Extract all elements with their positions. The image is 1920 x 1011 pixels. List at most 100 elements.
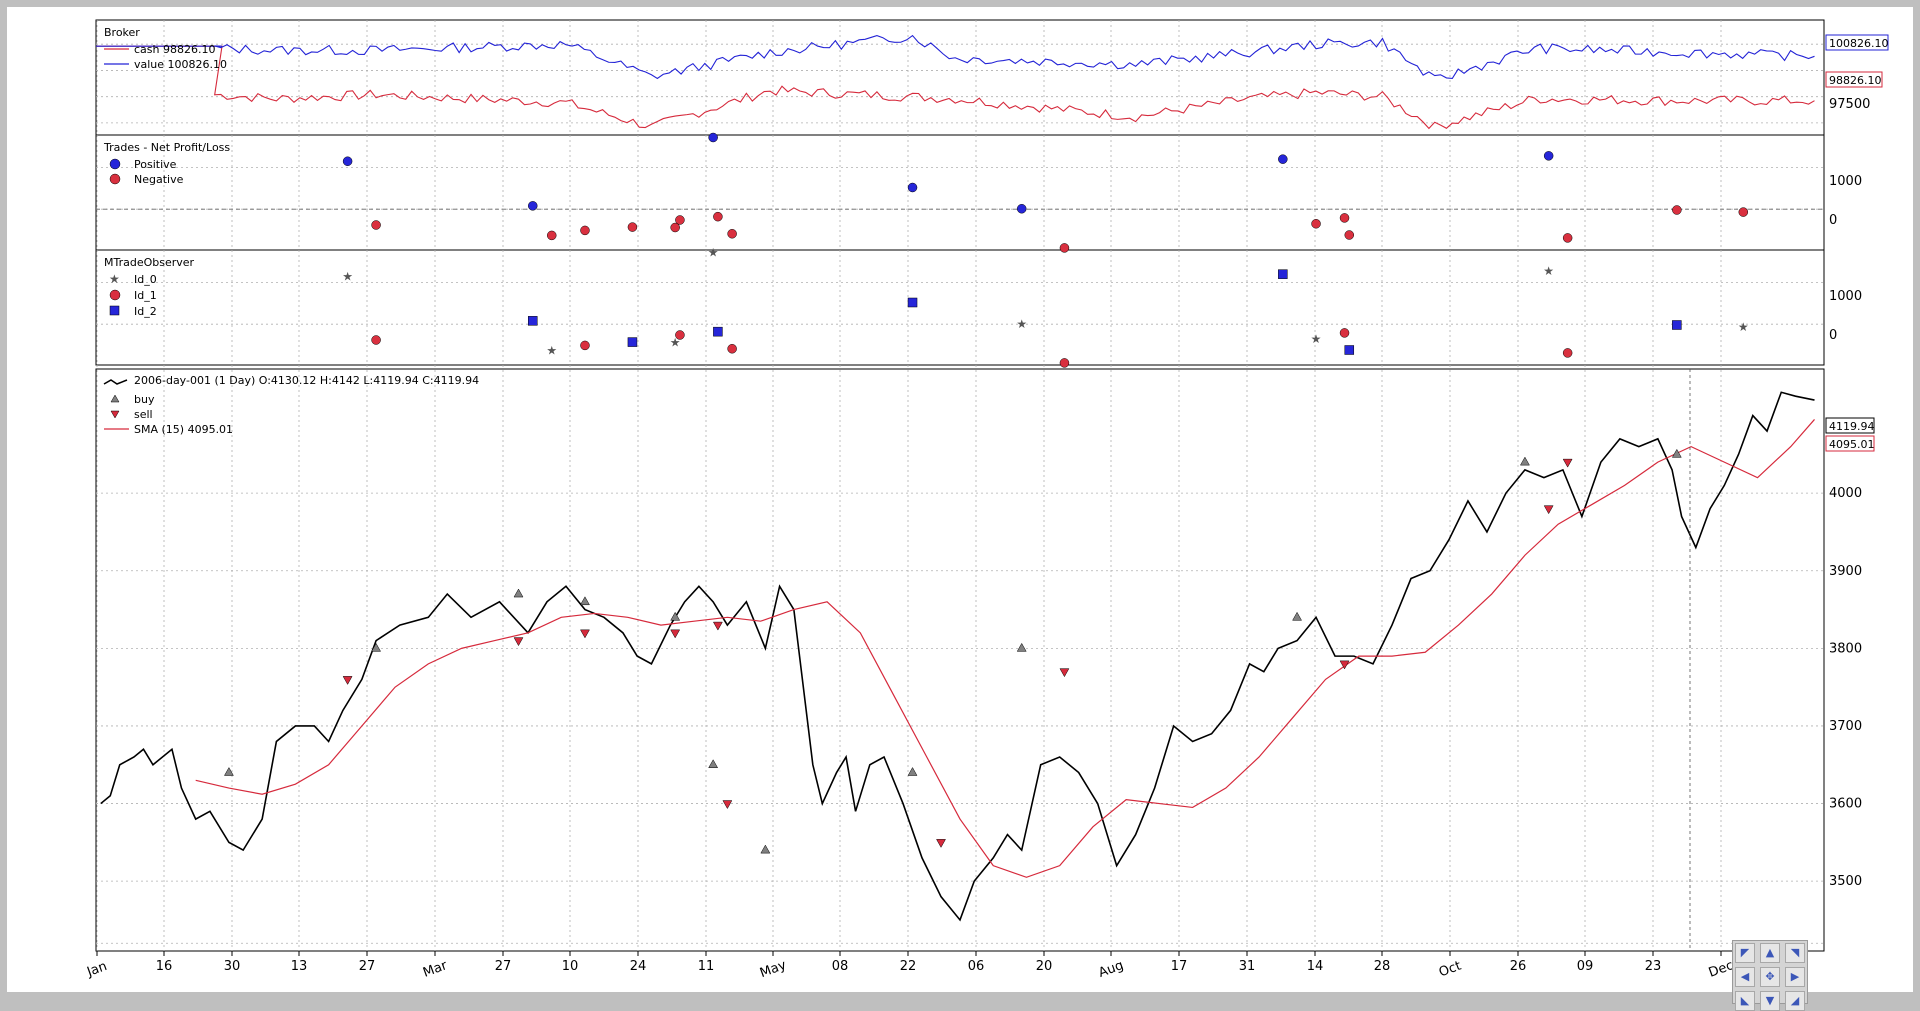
trade-negative-point-7 [727,229,737,239]
trade-negative-point-13 [1672,205,1682,215]
mtrade-id1-point-1 [580,340,590,351]
buy-marker-7 [907,767,918,776]
trade-negative-point-11 [1344,230,1355,240]
pan-up-right-button[interactable]: ◥ [1785,943,1805,963]
price-ytick-3700: 3700 [1829,719,1862,734]
mtrade-id0-point-4: ★ [1016,317,1027,331]
sell-marker-1 [513,637,524,647]
mtrade-id1-point-0 [371,335,381,345]
trade-positive-point-3 [907,182,918,193]
xtick-label-16: 17 [1171,959,1188,974]
trade-negative-point-8 [1059,243,1070,253]
buy-marker-0 [223,767,234,776]
legend-buy: buy [134,393,155,406]
xtick-label-4: 27 [359,959,376,974]
xtick-label-2: 30 [224,959,241,974]
legend-swatch-close [103,379,128,385]
xtick-label-18: 14 [1307,959,1324,974]
mtrade-id0-point-0: ★ [342,269,353,283]
pan-down-left-button[interactable]: ◣ [1735,991,1755,1011]
xtick-label-22: 09 [1577,959,1594,974]
sma-tag: 4095.01 [1829,438,1875,451]
broker-value-line [96,34,1815,80]
mtrade-id1-point-6 [1562,348,1573,358]
legend-swatch-id1 [109,289,121,301]
legend-swatch-negative [109,173,121,185]
xtick-label-10: May [758,958,789,981]
xtick-label-19: 28 [1374,959,1391,974]
sell-marker-3 [670,629,681,639]
mtrade-ytick-0: 0 [1829,328,1837,343]
xtick-label-20: Oct [1437,959,1463,981]
xtick-label-6: 27 [495,959,512,974]
price-sma-line [195,419,1815,878]
xtick-label-0: Jan [84,959,109,980]
xtick-label-11: 08 [832,959,849,974]
buy-marker-11 [1671,448,1682,458]
close-tag: 4119.94 [1829,420,1875,433]
trade-negative-point-1 [546,230,557,241]
mtrade-id2-point-6 [1672,320,1682,330]
pan-left-button[interactable]: ◀ [1735,967,1755,987]
price-ytick-3500: 3500 [1829,874,1862,889]
trades-ytick-0: 0 [1829,213,1837,228]
legend-sell: sell [134,408,153,421]
buy-marker-6 [760,844,771,854]
buy-marker-10 [1519,456,1530,466]
legend-close: 2006-day-001 (1 Day) O:4130.12 H:4142 L:… [134,374,479,387]
mtrade-title: MTradeObserver [104,256,195,269]
trade-negative-point-6 [713,211,723,222]
buy-marker-4 [670,611,681,621]
legend-id2: Id_2 [134,305,157,318]
panel-mtrade [95,249,1825,366]
legend-negative: Negative [134,173,184,186]
broker-ytick-97500: 97500 [1829,97,1870,112]
sell-marker-4 [712,621,723,631]
sell-marker-6 [936,839,946,848]
xtick-label-21: 26 [1510,959,1527,974]
legend-swatch-sell [110,410,120,419]
legend-swatch-positive [109,158,121,170]
xtick-label-13: 06 [968,959,985,974]
trade-negative-point-10 [1339,213,1350,223]
mtrade-id0-point-1: ★ [546,343,557,357]
pan-up-left-button[interactable]: ◤ [1735,943,1755,963]
panel-broker [95,19,1825,136]
chart-canvas: ★ ★ ★ ★ ★ ★ ★ ★ Broker cash 98826.10 value 1008… [7,7,1913,1011]
mtrade-id0-point-3: ★ [708,246,719,260]
trade-positive-point-5 [1278,154,1288,164]
pan-up-button[interactable]: ▲ [1760,943,1780,963]
legend-id0: Id_0 [134,273,157,286]
pan-down-button[interactable]: ▼ [1760,991,1780,1011]
pan-right-button[interactable]: ▶ [1785,967,1805,987]
pan-center-button[interactable]: ✥ [1760,967,1780,987]
plot-svg: ★ ★ ★ ★ ★ ★ ★ ★ Broker cash 98826.10 value 1008… [84,19,1889,981]
value-tag: 100826.10 [1829,37,1889,50]
xtick-label-17: 31 [1239,959,1256,974]
trade-negative-point-9 [1311,219,1321,229]
mtrade-id2-point-3 [907,297,918,308]
sell-marker-2 [580,629,590,639]
close-tag-box [1825,417,1875,434]
trade-negative-point-5 [675,215,685,225]
price-ytick-3800: 3800 [1829,641,1862,656]
mtrade-id1-point-3 [727,344,737,354]
legend-swatch-id0: ★ [109,272,120,286]
trade-positive-point-6 [1543,151,1554,161]
sell-marker-9 [1543,505,1554,515]
mtrade-id2-point-2 [713,326,723,337]
trade-negative-point-2 [580,225,590,236]
mtrade-id0-point-6: ★ [1543,264,1554,278]
trade-negative-point-3 [627,222,638,232]
xtick-label-7: 10 [562,959,579,974]
legend-id1: Id_1 [134,289,157,302]
pan-down-right-button[interactable]: ◢ [1785,991,1805,1011]
xtick-label-14: 20 [1036,959,1053,974]
price-ytick-3900: 3900 [1829,564,1862,579]
mtrade-id0-point-2: ★ [670,336,681,350]
grid-layer [96,20,1824,951]
xtick-label-9: 11 [698,959,715,974]
pan-navigation-widget[interactable]: ◤ ▲ ◥ ◀ ✥ ▶ ◣ ▼ ◢ [1732,940,1808,1011]
cash-tag-box [1825,71,1883,88]
xtick-label-12: 22 [900,959,917,974]
